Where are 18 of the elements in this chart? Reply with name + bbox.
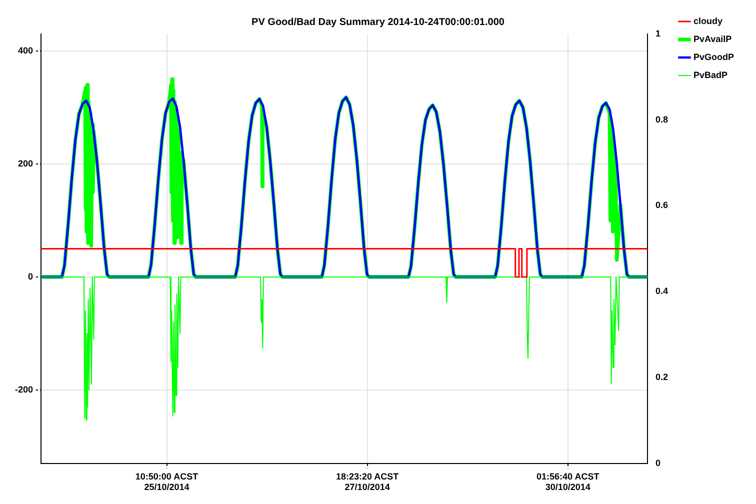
chart-title: PV Good/Bad Day Summary 2014-10-24T00:00:01.000	[252, 16, 505, 28]
legend-label: PvBadP	[693, 70, 728, 80]
y2-tick-label: 0.6	[655, 200, 668, 210]
x-tick-label: 01:56:40 ACST 30/10/2014	[536, 471, 600, 492]
legend-label: PvAvailP	[693, 34, 732, 44]
y-tick-label: 400	[18, 45, 34, 56]
y-tick-label: -200	[15, 384, 34, 394]
x-tick-label: 10:50:00 ACST 25/10/2014	[135, 471, 199, 492]
y2-tick-label: 1	[655, 28, 660, 38]
y-tick-label: 0	[28, 271, 34, 282]
y2-tick-label: 0	[655, 458, 660, 468]
y2-tick-label: 0.4	[655, 286, 668, 296]
legend-label: PvGoodP	[693, 52, 734, 62]
legend-label: cloudy	[693, 16, 723, 26]
x-tick-label: 18:23:20 ACST 27/10/2014	[336, 471, 400, 492]
y2-tick-label: 0.2	[655, 372, 668, 382]
y2-tick-label: 0.8	[655, 114, 668, 124]
y-tick-label: 200	[18, 158, 34, 168]
